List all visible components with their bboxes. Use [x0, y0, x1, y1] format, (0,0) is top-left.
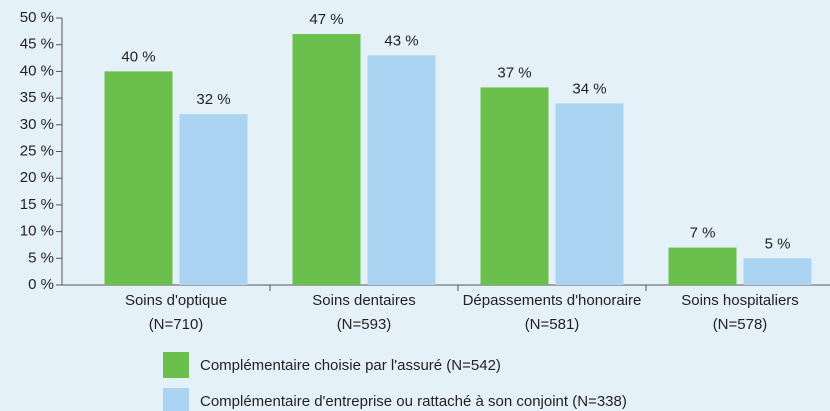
y-tick-label: 45 %: [20, 36, 54, 53]
bar: [480, 87, 549, 285]
y-tick-label: 35 %: [20, 89, 54, 106]
legend-swatch: [163, 388, 189, 411]
x-tick-label: Soins d'optique: [125, 292, 227, 309]
x-tick-label: Soins hospitaliers: [681, 292, 799, 309]
y-tick-label: 50 %: [20, 9, 54, 26]
x-tick-label: Dépassements d'honoraire: [463, 292, 642, 309]
y-tick-label: 30 %: [20, 116, 54, 133]
value-label: 7 %: [690, 225, 716, 242]
x-tick-label: (N=710): [149, 316, 204, 333]
value-label: 43 %: [384, 32, 418, 49]
value-label: 32 %: [196, 91, 230, 108]
bar: [292, 34, 361, 285]
bar: [179, 114, 248, 286]
value-label: 5 %: [765, 235, 791, 252]
value-label: 37 %: [497, 64, 531, 81]
y-tick-label: 0 %: [28, 276, 54, 293]
bar: [743, 258, 812, 285]
value-label: 34 %: [572, 80, 606, 97]
legend-swatch: [163, 352, 189, 378]
x-tick-label: (N=578): [713, 316, 768, 333]
y-tick-label: 40 %: [20, 62, 54, 79]
x-tick-label: (N=581): [525, 316, 580, 333]
bar: [104, 71, 173, 286]
y-tick-label: 20 %: [20, 169, 54, 186]
value-label: 40 %: [121, 48, 155, 65]
y-tick-label: 15 %: [20, 196, 54, 213]
bar: [555, 103, 624, 285]
x-tick-label: (N=593): [337, 316, 392, 333]
value-label: 47 %: [309, 11, 343, 28]
y-tick-label: 25 %: [20, 142, 54, 159]
y-tick-label: 10 %: [20, 223, 54, 240]
bar: [668, 247, 737, 285]
legend-label: Complémentaire choisie par l'assuré (N=5…: [200, 357, 501, 374]
legend-label: Complémentaire d'entreprise ou rattaché …: [200, 393, 627, 410]
bar: [367, 55, 436, 285]
y-tick-label: 5 %: [28, 249, 54, 266]
x-tick-label: Soins dentaires: [312, 292, 415, 309]
